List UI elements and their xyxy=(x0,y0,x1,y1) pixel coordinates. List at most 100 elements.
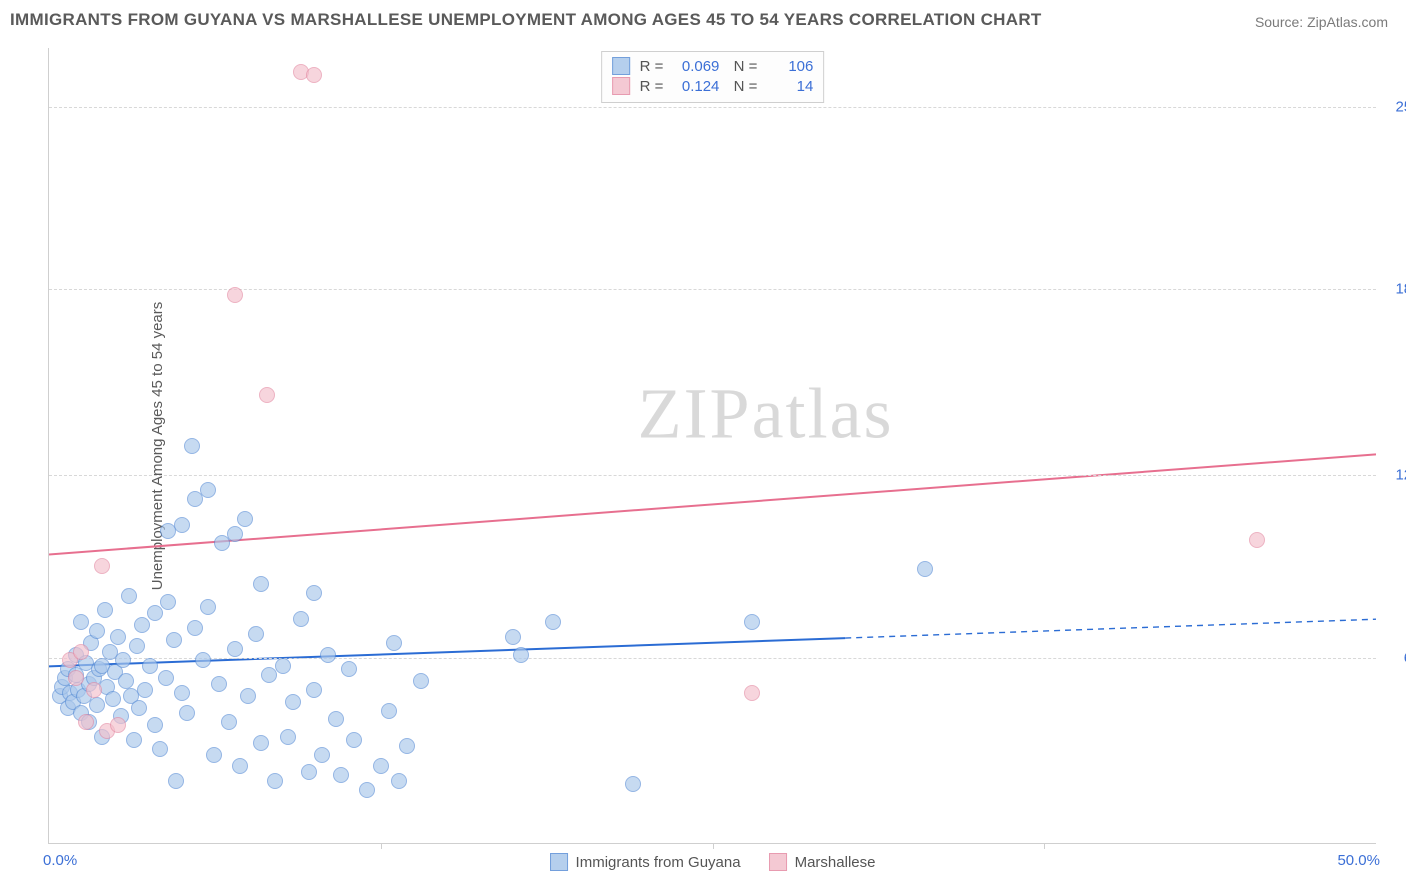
scatter-point xyxy=(89,623,105,639)
legend-r-value: 0.069 xyxy=(673,58,719,75)
scatter-point xyxy=(328,711,344,727)
scatter-point xyxy=(293,611,309,627)
legend-n-value: 106 xyxy=(767,58,813,75)
legend-swatch xyxy=(612,77,630,95)
scatter-point xyxy=(306,682,322,698)
scatter-point xyxy=(253,735,269,751)
scatter-point xyxy=(152,741,168,757)
legend-n-label: N = xyxy=(729,58,757,75)
scatter-point xyxy=(221,714,237,730)
legend-series-name: Immigrants from Guyana xyxy=(576,854,741,871)
trend-line xyxy=(49,454,1376,554)
scatter-point xyxy=(68,670,84,686)
scatter-point xyxy=(78,714,94,730)
scatter-point xyxy=(545,614,561,630)
legend-swatch xyxy=(612,57,630,75)
scatter-point xyxy=(341,661,357,677)
legend-r-label: R = xyxy=(640,58,664,75)
scatter-point xyxy=(1249,532,1265,548)
chart-title: IMMIGRANTS FROM GUYANA VS MARSHALLESE UN… xyxy=(10,10,1042,30)
scatter-point xyxy=(142,658,158,674)
scatter-point xyxy=(306,585,322,601)
scatter-point xyxy=(73,644,89,660)
legend-swatch xyxy=(769,853,787,871)
scatter-point xyxy=(505,629,521,645)
scatter-point xyxy=(118,673,134,689)
scatter-point xyxy=(73,614,89,630)
stats-legend-row: R =0.124 N =14 xyxy=(612,76,814,96)
scatter-point xyxy=(513,647,529,663)
scatter-point xyxy=(625,776,641,792)
bottom-legend: Immigrants from Guyana Marshallese xyxy=(550,853,876,871)
stats-legend: R = 0.069 N = 106R =0.124 N =14 xyxy=(601,51,825,103)
scatter-point xyxy=(105,691,121,707)
scatter-point xyxy=(158,670,174,686)
scatter-point xyxy=(280,729,296,745)
scatter-point xyxy=(187,620,203,636)
x-origin-label: 0.0% xyxy=(43,852,77,869)
scatter-point xyxy=(333,767,349,783)
scatter-point xyxy=(359,782,375,798)
gridline xyxy=(49,658,1376,659)
y-tick-label: 18.8% xyxy=(1384,281,1406,298)
scatter-point xyxy=(134,617,150,633)
scatter-point xyxy=(285,694,301,710)
y-tick-label: 6.3% xyxy=(1384,649,1406,666)
scatter-point xyxy=(137,682,153,698)
scatter-point xyxy=(168,773,184,789)
scatter-point xyxy=(227,526,243,542)
scatter-point xyxy=(227,287,243,303)
scatter-point xyxy=(301,764,317,780)
scatter-point xyxy=(147,605,163,621)
gridline xyxy=(49,107,1376,108)
bottom-legend-item: Marshallese xyxy=(769,853,876,871)
scatter-point xyxy=(160,594,176,610)
scatter-point xyxy=(174,685,190,701)
scatter-point xyxy=(174,517,190,533)
scatter-point xyxy=(399,738,415,754)
scatter-point xyxy=(131,700,147,716)
scatter-point xyxy=(373,758,389,774)
scatter-point xyxy=(121,588,137,604)
chart-area: Unemployment Among Ages 45 to 54 years Z… xyxy=(48,48,1376,844)
scatter-point xyxy=(237,511,253,527)
y-tick-label: 12.5% xyxy=(1384,466,1406,483)
scatter-point xyxy=(227,641,243,657)
legend-r-label: R = xyxy=(640,78,664,95)
scatter-point xyxy=(917,561,933,577)
scatter-point xyxy=(110,629,126,645)
scatter-point xyxy=(94,558,110,574)
scatter-point xyxy=(381,703,397,719)
scatter-point xyxy=(147,717,163,733)
plot-svg xyxy=(49,48,1376,843)
legend-series-name: Marshallese xyxy=(795,854,876,871)
gridline xyxy=(49,289,1376,290)
scatter-point xyxy=(86,682,102,698)
scatter-point xyxy=(200,482,216,498)
scatter-point xyxy=(166,632,182,648)
scatter-point xyxy=(129,638,145,654)
trend-line-dashed xyxy=(845,619,1376,638)
legend-n-label: N = xyxy=(729,78,757,95)
y-axis-label: Unemployment Among Ages 45 to 54 years xyxy=(149,301,166,590)
x-tick xyxy=(381,843,382,849)
scatter-point xyxy=(391,773,407,789)
scatter-point xyxy=(97,602,113,618)
scatter-point xyxy=(253,576,269,592)
scatter-point xyxy=(195,652,211,668)
scatter-point xyxy=(346,732,362,748)
watermark: ZIPatlas xyxy=(638,372,894,455)
legend-swatch xyxy=(550,853,568,871)
scatter-point xyxy=(126,732,142,748)
y-tick-label: 25.0% xyxy=(1384,98,1406,115)
scatter-point xyxy=(267,773,283,789)
scatter-point xyxy=(314,747,330,763)
scatter-point xyxy=(259,387,275,403)
stats-legend-row: R = 0.069 N = 106 xyxy=(612,56,814,76)
x-tick xyxy=(1044,843,1045,849)
scatter-point xyxy=(179,705,195,721)
x-tick xyxy=(713,843,714,849)
scatter-point xyxy=(413,673,429,689)
scatter-point xyxy=(240,688,256,704)
scatter-point xyxy=(744,614,760,630)
